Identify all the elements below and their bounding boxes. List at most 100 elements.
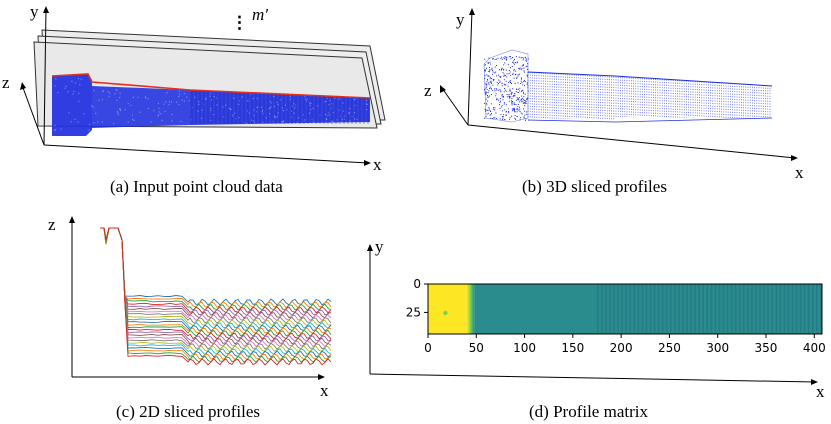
head-point-b — [523, 81, 525, 82]
matrix-stripe — [747, 284, 749, 334]
head-point-b — [510, 93, 512, 95]
head-point-b — [507, 85, 509, 87]
head-point-b — [507, 64, 509, 66]
head-point-b — [491, 70, 493, 71]
cloud-texture-dot — [78, 92, 80, 94]
head-point-b — [489, 70, 491, 72]
head-point-b — [511, 115, 513, 117]
x-tick-label: 250 — [658, 341, 681, 355]
cloud-texture-dot — [254, 121, 256, 123]
axis-d-y-label: y — [375, 237, 384, 256]
cloud-texture-dot — [308, 112, 311, 114]
head-point-b — [504, 75, 506, 76]
cloud-texture-dot — [210, 107, 212, 109]
head-point-b — [509, 118, 510, 120]
cloud-texture-dot — [268, 113, 271, 115]
matrix-stripe — [645, 284, 648, 334]
profile-line — [100, 227, 332, 319]
matrix-stripe — [812, 284, 814, 334]
cloud-texture-dot — [292, 123, 295, 125]
cloud-texture-dot — [133, 119, 135, 121]
panel-3d-sliced-profiles: y z x (b) 3D sliced profiles — [424, 8, 804, 196]
point-cloud-a — [51, 73, 371, 136]
axis-b-z-arrow — [440, 85, 446, 93]
cloud-texture-dot — [178, 90, 180, 92]
caption-d: (d) Profile matrix — [529, 402, 648, 421]
matrix-stripe — [763, 284, 765, 334]
cloud-texture-dot — [343, 115, 346, 117]
head-point-b — [513, 70, 515, 72]
head-point-b — [503, 73, 505, 75]
head-point-b — [501, 105, 503, 107]
head-point-b — [516, 77, 517, 79]
cloud-texture-dot — [230, 108, 232, 110]
profile-line — [100, 227, 332, 350]
head-point-b — [510, 67, 511, 69]
head-point-b — [520, 80, 522, 82]
head-point-b — [518, 56, 520, 58]
cloud-texture-dot — [72, 93, 74, 95]
head-point-b — [501, 58, 503, 60]
head-point-b — [490, 103, 492, 105]
head-point-b — [526, 98, 528, 100]
head-point-b — [486, 96, 488, 98]
matrix-mid-region — [474, 284, 822, 334]
head-point-b — [502, 115, 504, 117]
head-point-b — [500, 76, 502, 78]
cloud-texture-dot — [233, 97, 235, 99]
head-point-b — [489, 67, 490, 68]
cloud-texture-dot — [246, 110, 248, 112]
head-point-b — [519, 68, 520, 70]
cloud-texture-dot — [67, 91, 69, 93]
head-point-b — [512, 74, 514, 75]
cloud-texture-dot — [119, 108, 121, 110]
cloud-texture-dot — [166, 92, 168, 94]
cloud-texture-dot — [283, 120, 285, 122]
head-point-b — [523, 91, 524, 93]
head-point-b — [519, 108, 521, 110]
cloud-texture-dot — [277, 104, 279, 106]
head-point-b — [488, 83, 490, 85]
cloud-texture-dot — [319, 123, 321, 125]
cloud-texture-dot — [336, 119, 338, 121]
head-point-b — [491, 82, 492, 84]
cloud-texture-dot — [101, 98, 104, 101]
profile-line — [100, 227, 332, 366]
head-point-b — [489, 95, 490, 97]
axis-a-y-label: y — [30, 2, 39, 21]
cloud-texture-dot — [176, 101, 178, 103]
head-point-b — [517, 74, 519, 76]
head-point-b — [523, 64, 524, 66]
head-point-b — [511, 108, 513, 110]
cloud-texture-dot — [338, 109, 340, 111]
profile-line — [100, 227, 332, 327]
cloud-texture-dot — [197, 110, 199, 112]
head-point-b — [506, 59, 507, 60]
head-point-b — [484, 58, 486, 60]
cloud-texture-dot — [286, 109, 288, 111]
head-point-b — [523, 108, 524, 110]
cloud-texture-dot — [209, 95, 211, 97]
head-point-b — [523, 67, 525, 69]
cloud-texture-dot — [284, 104, 286, 106]
head-point-b — [513, 77, 515, 79]
matrix-stripe — [613, 284, 615, 334]
cloud-texture-dot — [282, 121, 284, 123]
head-point-b — [524, 102, 526, 104]
cloud-texture-dot — [65, 85, 67, 87]
matrix-stripe — [779, 284, 782, 334]
head-point-b — [526, 83, 528, 85]
cloud-texture-dot — [253, 109, 255, 111]
matrix-stripe — [609, 284, 611, 334]
head-point-b — [518, 88, 519, 90]
head-point-b — [516, 108, 518, 110]
cloud-texture-dot — [331, 121, 333, 123]
cloud-texture-dot — [353, 118, 356, 120]
matrix-stripe — [759, 284, 761, 334]
head-point-b — [508, 56, 510, 58]
cloud-texture-dot — [212, 114, 214, 116]
head-point-b — [499, 80, 501, 82]
matrix-stripe — [739, 284, 741, 334]
cloud-texture-dot — [238, 117, 240, 119]
head-point-b — [496, 99, 498, 101]
